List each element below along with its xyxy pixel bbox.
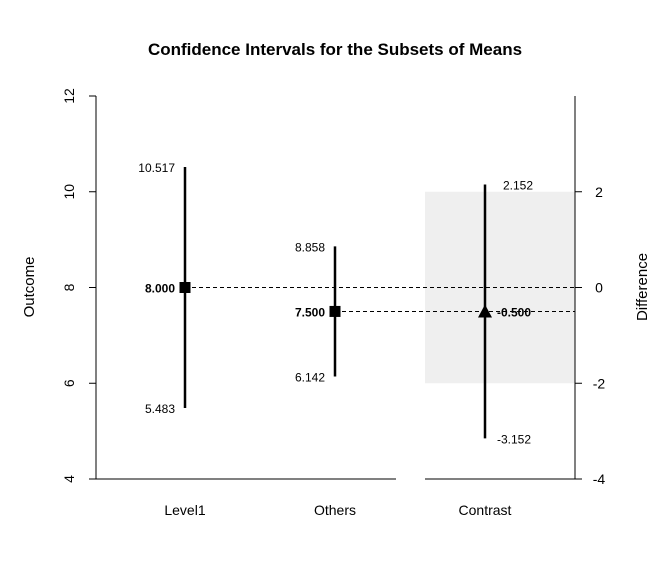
mean-point-level1 [179,282,191,293]
estimate-label-contrast: -0.500 [497,305,531,319]
y-tick-label: 12 [61,88,77,104]
y2-tick-label: 0 [595,280,603,296]
upper-label-contrast: 2.152 [503,178,533,192]
y2-tick-label: 2 [595,184,603,200]
y-tick-label: 6 [61,379,77,387]
contrast-point-triangle [478,304,492,318]
x-label-others: Others [314,502,356,518]
y-tick-label: 4 [61,475,77,483]
y2-axis-label: Difference [634,253,651,321]
mean-point-others [329,305,341,317]
upper-label-level1: 10.517 [138,161,175,175]
y-tick-label: 8 [61,283,77,291]
upper-label-others: 8.858 [295,240,325,254]
x-label-level1: Level1 [164,502,205,518]
lower-label-others: 6.142 [295,370,325,384]
y-axis-label: Outcome [21,257,38,318]
chart-title: Confidence Intervals for the Subsets of … [148,40,522,59]
lower-label-contrast: -3.152 [497,432,531,446]
y-tick-label: 10 [61,184,77,200]
y2-tick-label: -2 [593,375,606,391]
lower-label-level1: 5.483 [145,402,175,416]
estimate-label-level1: 8.000 [145,282,175,296]
x-label-contrast: Contrast [459,502,512,518]
y2-tick-label: -4 [593,471,606,487]
estimate-label-others: 7.500 [295,305,325,319]
